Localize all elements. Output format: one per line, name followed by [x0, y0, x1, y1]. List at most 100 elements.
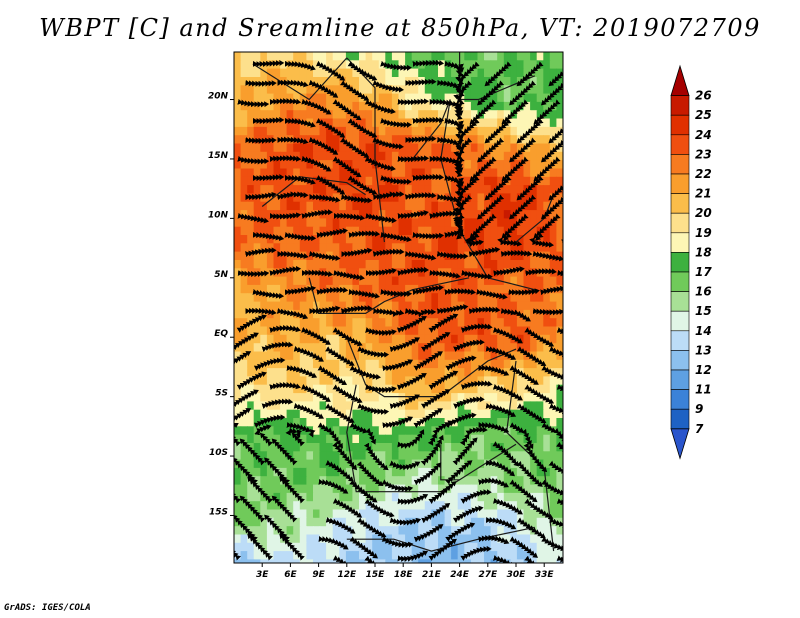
field-cell	[543, 476, 551, 486]
field-cell	[332, 318, 340, 328]
streamline	[237, 269, 270, 278]
field-cell	[391, 309, 400, 319]
field-cell	[247, 534, 255, 544]
field-cell	[286, 143, 294, 153]
field-cell	[536, 426, 544, 436]
field-cell	[411, 551, 419, 560]
streamline	[308, 136, 339, 155]
field-cell	[503, 509, 511, 519]
field-cell	[332, 418, 340, 427]
field-cell	[523, 293, 531, 303]
field-cell	[299, 376, 307, 386]
field-cell	[345, 326, 354, 336]
field-cell	[497, 293, 505, 303]
field-cell	[484, 526, 492, 536]
field-cell	[359, 52, 367, 61]
field-cell	[530, 326, 538, 336]
field-cell	[286, 309, 294, 319]
field-cell	[418, 176, 426, 186]
field-cell	[484, 284, 492, 294]
field-cell	[365, 509, 373, 519]
field-cell	[451, 409, 459, 419]
field-cell	[234, 260, 242, 269]
streamline	[363, 442, 389, 471]
field-cell	[385, 101, 393, 111]
streamline	[421, 503, 451, 524]
field-cell	[280, 359, 288, 369]
field-cell	[293, 459, 301, 469]
field-cell	[332, 526, 340, 536]
field-cell	[470, 309, 479, 319]
streamline	[460, 380, 493, 391]
field-cell	[510, 318, 518, 328]
field-cell	[391, 218, 400, 228]
field-cell	[332, 309, 340, 319]
streamline	[252, 289, 285, 299]
field-cell	[470, 351, 479, 361]
field-cell	[391, 260, 400, 269]
field-cell	[319, 376, 327, 386]
field-cell	[405, 185, 413, 194]
field-cell	[352, 93, 360, 103]
field-cell	[444, 201, 452, 211]
field-cell	[503, 260, 511, 269]
field-cell	[326, 201, 334, 211]
field-cell	[234, 168, 242, 178]
field-cell	[464, 201, 472, 211]
streamline	[405, 250, 437, 261]
field-cell	[385, 443, 393, 452]
field-cell	[530, 226, 538, 236]
field-cell	[563, 426, 570, 435]
field-cell	[240, 226, 248, 236]
field-cell	[523, 68, 531, 78]
field-cell	[398, 309, 406, 319]
streamline	[445, 460, 473, 485]
field-cell	[372, 301, 380, 311]
colorbar-label: 26	[695, 89, 712, 103]
field-cell	[543, 168, 551, 178]
field-cell	[444, 476, 452, 486]
field-cell	[332, 492, 340, 502]
field-cell	[477, 135, 485, 145]
field-cell	[424, 476, 432, 486]
field-cell	[391, 434, 400, 444]
field-cell	[286, 476, 294, 486]
field-cell	[391, 135, 400, 145]
field-cell	[299, 301, 307, 311]
field-cell	[286, 368, 294, 377]
field-cell	[306, 260, 314, 269]
field-cell	[234, 135, 242, 145]
field-cell	[391, 118, 400, 128]
field-cell	[234, 326, 242, 336]
field-cell	[470, 409, 479, 419]
field-cell	[319, 351, 327, 361]
field-cell	[418, 126, 426, 136]
field-cell	[405, 160, 413, 169]
field-cell	[273, 409, 281, 419]
field-cell	[556, 359, 563, 369]
streamline	[372, 79, 404, 93]
field-cell	[378, 501, 386, 511]
field-cell	[313, 376, 321, 386]
field-cell	[405, 293, 413, 303]
field-cell	[359, 418, 367, 427]
field-cell	[398, 193, 406, 203]
streamline	[276, 191, 309, 201]
field-cell	[563, 193, 570, 202]
field-cell	[234, 193, 242, 203]
field-cell	[313, 467, 321, 477]
field-cell	[339, 492, 347, 502]
field-cell	[332, 284, 340, 294]
field-cell	[424, 168, 432, 178]
field-cell	[536, 526, 544, 536]
field-cell	[477, 326, 485, 336]
streamline	[365, 327, 397, 336]
field-cell	[260, 101, 268, 111]
field-cell	[444, 143, 452, 153]
field-cell	[253, 126, 261, 136]
field-cell	[385, 559, 393, 563]
field-cell	[405, 176, 413, 186]
streamline	[428, 313, 459, 333]
field-cell	[438, 126, 446, 136]
field-cell	[405, 110, 413, 120]
